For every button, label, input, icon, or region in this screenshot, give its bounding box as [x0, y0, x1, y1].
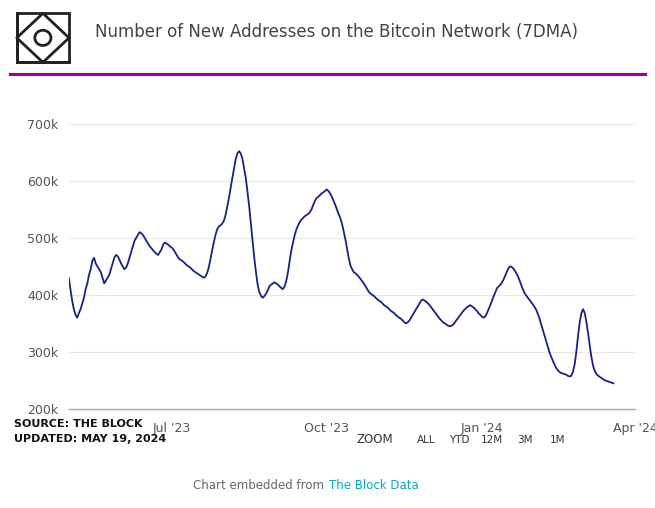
Text: SOURCE: THE BLOCK
UPDATED: MAY 19, 2024: SOURCE: THE BLOCK UPDATED: MAY 19, 2024: [14, 419, 166, 444]
Text: .: .: [404, 479, 408, 492]
Text: 1M: 1M: [550, 435, 565, 445]
Text: ZOOM: ZOOM: [357, 433, 394, 446]
Text: Chart embedded from: Chart embedded from: [193, 479, 328, 492]
Text: ALL: ALL: [417, 435, 436, 445]
Text: YTD: YTD: [449, 435, 470, 445]
Text: The Block Data: The Block Data: [329, 479, 419, 492]
Text: 3M: 3M: [517, 435, 533, 445]
Text: 12M: 12M: [481, 435, 503, 445]
Text: Number of New Addresses on the Bitcoin Network (7DMA): Number of New Addresses on the Bitcoin N…: [95, 23, 578, 41]
